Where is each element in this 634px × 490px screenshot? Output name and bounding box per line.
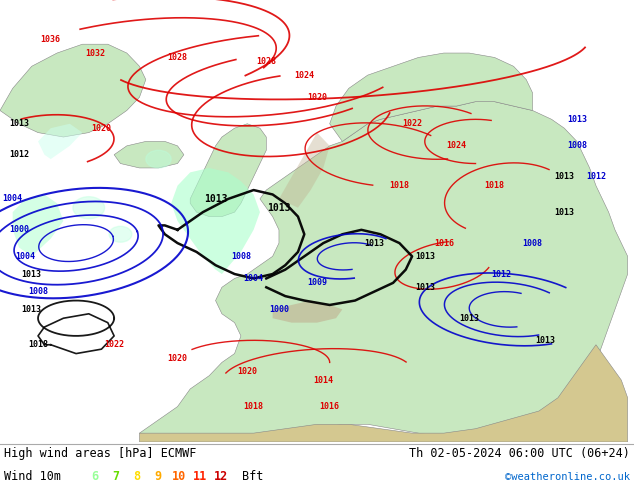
Polygon shape <box>139 345 628 442</box>
Polygon shape <box>114 142 184 168</box>
Text: Bft: Bft <box>242 470 263 484</box>
Text: 1004: 1004 <box>15 252 36 261</box>
Text: 1013: 1013 <box>535 336 555 345</box>
Text: 1013: 1013 <box>415 252 435 261</box>
Text: 8: 8 <box>133 470 141 484</box>
Text: 7: 7 <box>112 470 120 484</box>
Text: 6: 6 <box>91 470 98 484</box>
Text: 1012: 1012 <box>9 150 29 159</box>
Text: 11: 11 <box>193 470 207 484</box>
Text: 1018: 1018 <box>28 340 48 349</box>
Polygon shape <box>0 44 146 137</box>
Text: 1008: 1008 <box>231 252 251 261</box>
Text: 1016: 1016 <box>320 402 340 411</box>
Text: 1012: 1012 <box>491 270 511 278</box>
Text: 1028: 1028 <box>167 53 188 62</box>
Polygon shape <box>273 300 342 322</box>
Polygon shape <box>279 133 330 208</box>
Polygon shape <box>139 101 628 438</box>
Text: 1020: 1020 <box>167 353 188 363</box>
Text: 1004: 1004 <box>243 274 264 283</box>
Circle shape <box>146 150 171 168</box>
Text: 1024: 1024 <box>294 71 314 80</box>
Text: 1020: 1020 <box>307 93 327 102</box>
Text: 1013: 1013 <box>459 314 479 323</box>
Text: 9: 9 <box>155 470 162 484</box>
Text: 1020: 1020 <box>91 123 112 133</box>
Text: 1013: 1013 <box>22 305 42 314</box>
Text: ©weatheronline.co.uk: ©weatheronline.co.uk <box>505 472 630 482</box>
Text: 1013: 1013 <box>364 239 384 247</box>
Text: 1009: 1009 <box>307 278 327 287</box>
Text: 1013: 1013 <box>415 283 435 292</box>
Circle shape <box>73 196 105 219</box>
Text: 1013: 1013 <box>204 194 228 204</box>
Text: 1013: 1013 <box>554 172 574 181</box>
Text: 1008: 1008 <box>567 141 587 150</box>
Text: 1013: 1013 <box>554 208 574 217</box>
Polygon shape <box>13 195 63 256</box>
Polygon shape <box>38 124 82 159</box>
Text: 1018: 1018 <box>484 181 505 190</box>
Text: 1000: 1000 <box>9 225 29 234</box>
Text: 1008: 1008 <box>28 287 48 296</box>
Text: 1018: 1018 <box>243 402 264 411</box>
Text: 1016: 1016 <box>434 239 454 247</box>
Circle shape <box>109 226 132 242</box>
Text: 1022: 1022 <box>402 119 422 128</box>
Text: 1008: 1008 <box>522 239 543 247</box>
Polygon shape <box>190 124 266 217</box>
Text: 12: 12 <box>214 470 228 484</box>
Text: Th 02-05-2024 06:00 UTC (06+24): Th 02-05-2024 06:00 UTC (06+24) <box>409 447 630 461</box>
Text: 1004: 1004 <box>3 195 23 203</box>
Polygon shape <box>171 168 260 274</box>
Text: 10: 10 <box>172 470 186 484</box>
Text: 1020: 1020 <box>237 367 257 376</box>
Text: 1014: 1014 <box>313 376 333 385</box>
Text: 1013: 1013 <box>567 115 587 124</box>
Text: 1036: 1036 <box>41 35 61 44</box>
Text: 1013: 1013 <box>267 203 291 213</box>
Text: 1000: 1000 <box>269 305 289 314</box>
Polygon shape <box>330 53 533 142</box>
Text: Wind 10m: Wind 10m <box>4 470 61 484</box>
Text: High wind areas [hPa] ECMWF: High wind areas [hPa] ECMWF <box>4 447 197 461</box>
Text: 1012: 1012 <box>586 172 606 181</box>
Text: 1013: 1013 <box>9 119 29 128</box>
Text: 1013: 1013 <box>22 270 42 278</box>
Text: 1022: 1022 <box>104 340 124 349</box>
Text: 1032: 1032 <box>85 49 105 57</box>
Text: 1028: 1028 <box>256 57 276 66</box>
Text: 1018: 1018 <box>389 181 410 190</box>
Text: 1024: 1024 <box>446 141 467 150</box>
